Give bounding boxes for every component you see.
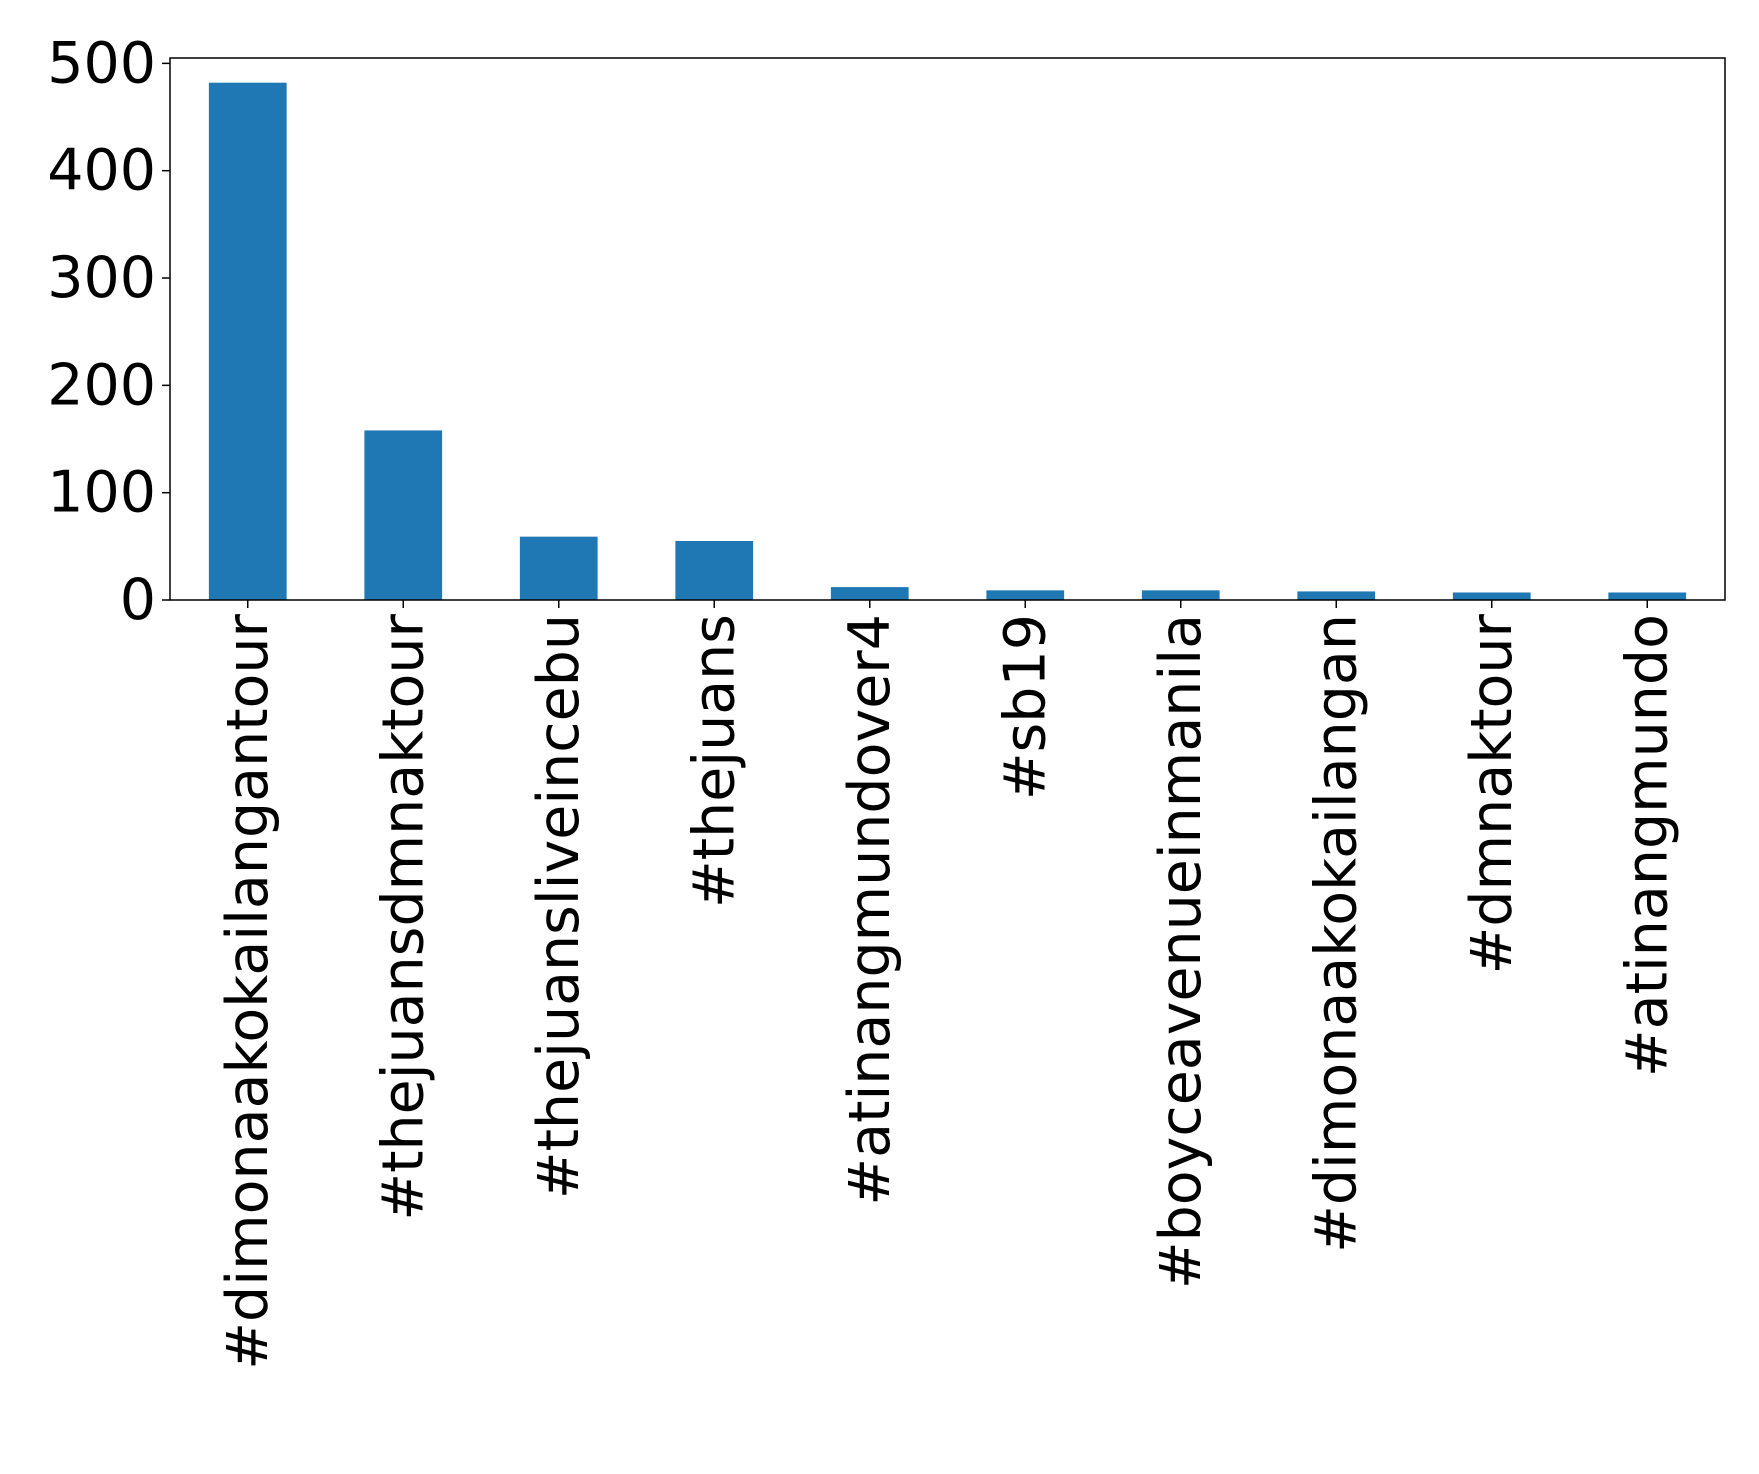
bar [986, 590, 1065, 600]
bar [1608, 592, 1687, 600]
y-tick-label: 0 [120, 567, 156, 633]
x-tick-label: #dimonaakokailangan [1303, 614, 1369, 1253]
x-tick-label: #thejuansdmnaktour [370, 613, 436, 1220]
bar [675, 540, 754, 600]
x-tick-label: #atinangmundo [1614, 614, 1680, 1077]
x-tick-label: #dmnaktour [1459, 613, 1525, 974]
x-tick-label: #atinangmundover4 [837, 614, 903, 1206]
x-tick-label: #thejuans [681, 614, 747, 908]
bars-group [208, 82, 1687, 600]
bar [208, 82, 287, 600]
y-tick-label: 500 [47, 30, 156, 96]
bar [364, 430, 443, 600]
bar [1297, 591, 1376, 600]
bar [1452, 592, 1531, 600]
x-tick-label: #sb19 [992, 614, 1058, 800]
y-tick-label: 300 [47, 245, 156, 311]
plot-area-frame [169, 57, 1726, 601]
bar [830, 587, 909, 600]
x-tick-label: #boyceavenueinmanila [1148, 614, 1214, 1289]
y-tick-label: 200 [47, 352, 156, 418]
bar [1141, 590, 1220, 600]
y-tick-label: 400 [47, 138, 156, 204]
x-tick-label: #dimonaakokailangantour [215, 613, 281, 1369]
x-tick-label: #thejuansliveincebu [526, 614, 592, 1199]
bar [519, 536, 598, 600]
x-axis: #dimonaakokailangantour #thejuansdmnaktou… [215, 600, 1680, 1370]
y-tick-label: 100 [47, 460, 156, 526]
y-axis: 0 100 200 300 400 500 [47, 30, 170, 633]
